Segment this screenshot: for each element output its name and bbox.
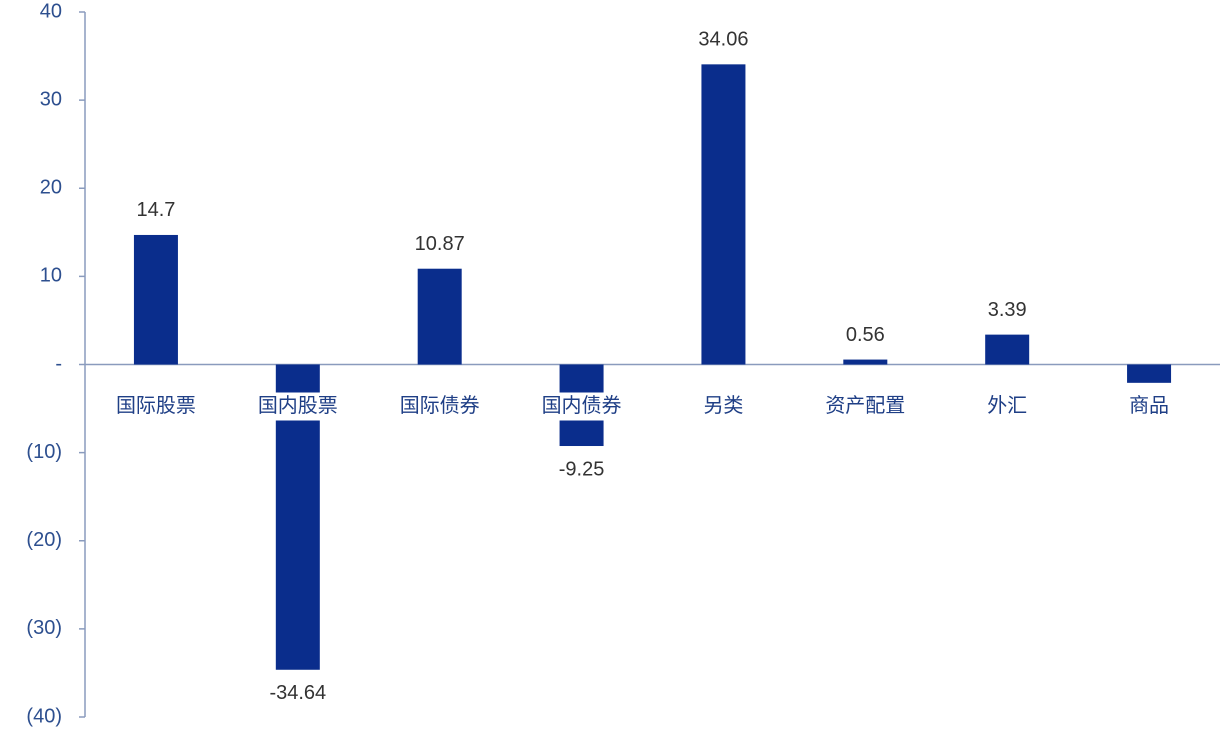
label-background — [533, 392, 630, 421]
data-label: 0.56 — [846, 324, 885, 346]
bar — [1127, 364, 1172, 383]
label-background — [817, 392, 914, 421]
x-tick-label: 外汇 — [987, 394, 1027, 417]
bar — [843, 359, 888, 365]
label-background — [391, 392, 488, 421]
data-label: 3.39 — [988, 299, 1027, 321]
x-tick-label: 另类 — [703, 394, 743, 417]
label-background — [675, 392, 772, 421]
data-label: 14.7 — [136, 199, 175, 221]
y-tick-label: 10 — [40, 265, 62, 287]
x-tick-label: 商品 — [1129, 394, 1169, 417]
bar — [985, 334, 1030, 365]
y-tick-label: - — [55, 353, 62, 375]
data-label: -34.64 — [269, 682, 326, 704]
bar — [133, 234, 178, 365]
bar — [417, 268, 462, 365]
x-tick-label: 国际债券 — [400, 394, 480, 417]
data-label: 10.87 — [415, 233, 465, 255]
y-tick-label: (30) — [26, 617, 62, 639]
x-tick-label: 国内股票 — [258, 394, 338, 417]
y-tick-label: 30 — [40, 88, 62, 110]
label-background — [1101, 392, 1198, 421]
x-tick-label: 资产配置 — [825, 394, 905, 417]
y-tick-label: (40) — [26, 705, 62, 727]
label-background — [249, 392, 346, 421]
x-tick-label: 国内债券 — [542, 394, 622, 417]
bar — [701, 64, 746, 365]
x-tick-label: 国际股票 — [116, 394, 196, 417]
y-tick-label: (20) — [26, 529, 62, 551]
y-tick-label: (10) — [26, 441, 62, 463]
label-background — [107, 392, 204, 421]
data-label: 34.06 — [698, 29, 748, 51]
label-background — [959, 392, 1056, 421]
y-tick-label: 20 — [40, 177, 62, 199]
y-tick-label: 40 — [40, 0, 62, 22]
data-label: -9.25 — [559, 458, 605, 480]
